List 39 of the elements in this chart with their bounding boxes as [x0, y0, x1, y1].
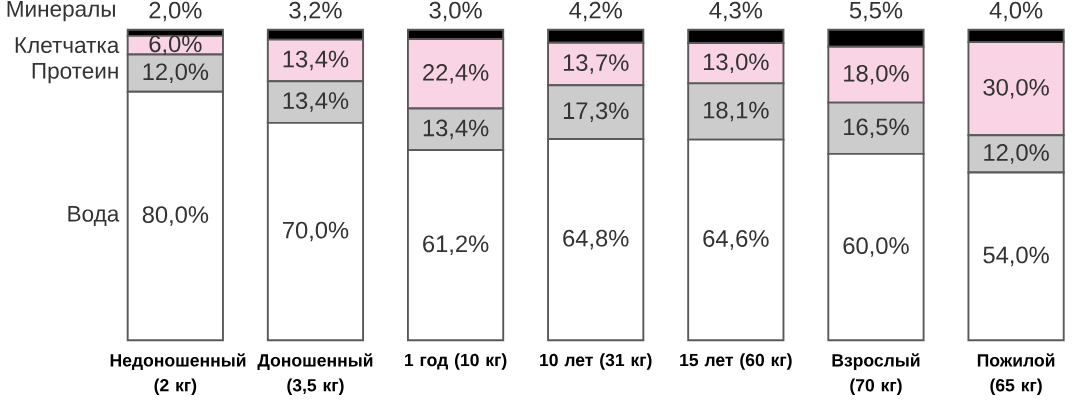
data-label: 70,0% [283, 221, 349, 242]
x-tick-label: Взрослый (70 кг) [832, 353, 920, 395]
data-label: 18,0% [844, 64, 909, 85]
x-tick-label: Пожилой (65 кг) [977, 353, 1055, 395]
x-tick-label: Недоношенный (2 кг) [110, 353, 246, 395]
x-tick-label: 1 год (10 кг) [405, 353, 507, 370]
data-label: 13,4% [283, 92, 349, 112]
data-label: 13,4% [283, 50, 349, 71]
series-label: Минералы [7, 1, 115, 22]
data-label: 5,5% [849, 1, 903, 22]
data-label: 60,0% [843, 237, 909, 257]
series-label: Протеин [32, 63, 118, 84]
data-label: 4,3% [709, 1, 763, 22]
series-label: Клетчатка [15, 37, 120, 54]
data-label: 12,0% [984, 144, 1049, 164]
data-label: 4,2% [569, 1, 622, 22]
data-label: 54,0% [983, 246, 1049, 267]
data-label: 80,0% [142, 206, 209, 226]
series-label: Вода [68, 205, 120, 227]
x-tick-label: 10 лет (31 кг) [540, 353, 652, 370]
data-label: 4,0% [989, 1, 1043, 22]
data-label: 12,0% [143, 63, 209, 83]
data-label: 13,7% [563, 54, 629, 74]
data-label: 6,0% [149, 35, 202, 56]
data-label: 22,4% [423, 64, 489, 84]
data-label: 30,0% [983, 78, 1049, 99]
data-label: 2,0% [149, 1, 202, 22]
data-label: 64,6% [703, 230, 769, 250]
x-tick-label: Доношенный (3,5 кг) [257, 353, 373, 395]
x-tick-label: 15 лет (60 кг) [680, 353, 792, 370]
data-label: 3,2% [289, 1, 342, 22]
data-label: 17,3% [563, 102, 629, 122]
data-label: 16,5% [844, 118, 909, 139]
data-label: 13,0% [704, 53, 769, 74]
data-label: 64,8% [563, 229, 629, 250]
data-label: 61,2% [423, 235, 489, 255]
data-label: 18,1% [704, 101, 769, 122]
data-label: 3,0% [429, 1, 482, 22]
data-label: 13,4% [423, 119, 489, 140]
